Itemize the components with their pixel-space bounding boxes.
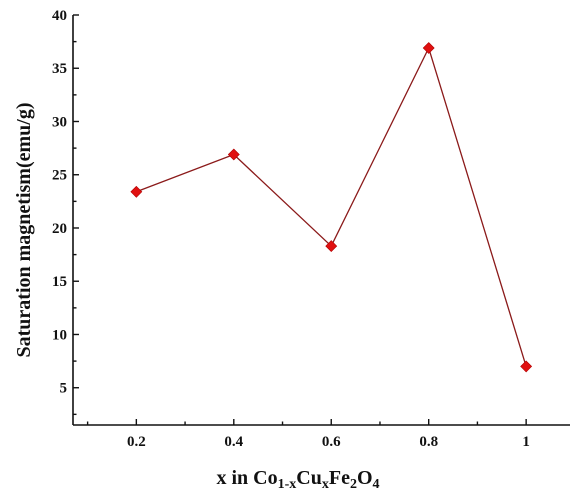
y-tick-label: 10: [52, 327, 67, 343]
x-title-sub-4: 4: [373, 477, 380, 492]
y-axis-title: Saturation magnetism(emu/g): [13, 103, 35, 358]
x-ticks: 0.2 0.4 0.6 0.8 1: [86, 419, 530, 450]
x-tick-label: 0.4: [224, 434, 243, 450]
x-tick-label: 0.2: [127, 434, 146, 450]
x-tick-label: 0.8: [419, 434, 438, 450]
y-ticks: 5 10 15 20 25 30 35 40: [52, 8, 79, 416]
x-title-prefix: x in Co: [216, 467, 277, 489]
data-point-marker: [130, 185, 143, 198]
x-tick-label: 1: [522, 434, 530, 450]
x-title-fe: Fe: [329, 467, 350, 489]
data-point-marker: [422, 42, 435, 54]
y-tick-label: 20: [52, 221, 67, 237]
series: [130, 42, 533, 373]
axes: [72, 15, 570, 426]
series-line: [136, 46, 527, 367]
data-point-marker: [227, 148, 240, 161]
y-tick-label: 30: [52, 114, 67, 130]
y-tick-label: 35: [52, 61, 67, 77]
x-title-cu: Cu: [296, 467, 322, 489]
x-tick-label: 0.6: [322, 434, 341, 450]
y-tick-label: 15: [52, 274, 67, 290]
y-tick-label: 25: [52, 168, 67, 184]
x-title-sub-3: 2: [350, 477, 357, 492]
x-title-sub-1: 1-x: [278, 477, 297, 492]
data-point-marker: [325, 240, 338, 253]
x-title-sub-2: x: [322, 477, 329, 492]
y-tick-label: 40: [52, 8, 67, 24]
data-point-marker: [520, 360, 533, 373]
y-tick-label: 5: [60, 381, 68, 397]
x-title-o: O: [357, 467, 373, 489]
x-axis-title: x in Co1-xCuxFe2O4: [216, 467, 379, 492]
